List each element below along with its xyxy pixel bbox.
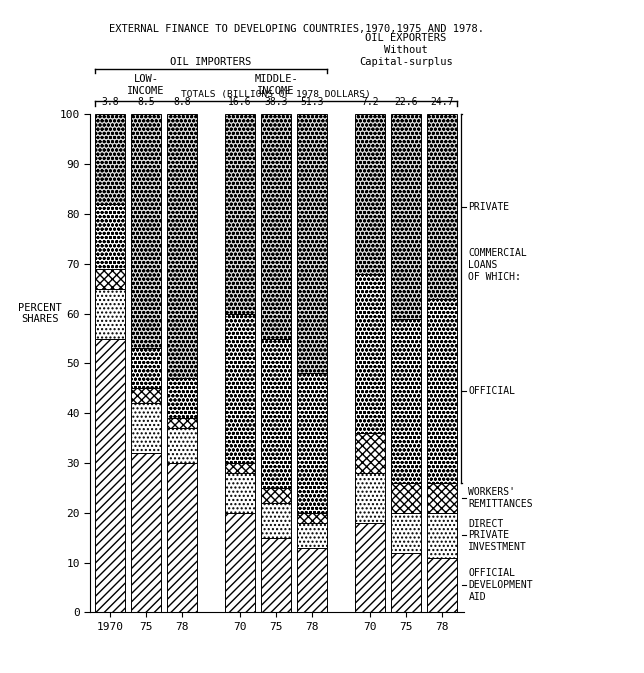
Text: 51.3: 51.3 [300,97,324,107]
Bar [167,378,197,418]
Text: DIRECT
PRIVATE
INVESTMENT: DIRECT PRIVATE INVESTMENT [468,519,527,552]
Text: TOTALS (BILLIONS OF 1978 DOLLARS): TOTALS (BILLIONS OF 1978 DOLLARS) [181,90,371,99]
Bar [427,513,457,558]
Bar [225,473,255,513]
Bar [391,114,421,318]
Bar [131,403,161,453]
Bar [261,503,291,538]
Bar [298,523,327,548]
Text: MIDDLE-
INCOME: MIDDLE- INCOME [254,74,298,96]
Bar [225,314,255,463]
Text: 24.7: 24.7 [430,97,454,107]
Bar [427,558,457,612]
Bar [391,513,421,553]
Bar [298,114,327,374]
Bar [298,374,327,513]
Bar [427,299,457,483]
Text: 8.5: 8.5 [137,97,155,107]
Bar [427,114,457,299]
Bar [298,513,327,523]
Text: WORKERS'
REMITTANCES: WORKERS' REMITTANCES [468,487,533,509]
Text: LOW-
INCOME: LOW- INCOME [128,74,165,96]
Text: OFFICIAL
DEVELOPMENT
AID: OFFICIAL DEVELOPMENT AID [468,569,533,602]
Text: OIL EXPORTERS
Without
Capital-surplus: OIL EXPORTERS Without Capital-surplus [359,34,453,67]
Text: PRIVATE: PRIVATE [468,201,509,211]
Bar [167,428,197,463]
Text: 38.3: 38.3 [264,97,288,107]
Bar [298,548,327,612]
Text: 3.8: 3.8 [101,97,119,107]
Bar [95,204,125,269]
Bar [95,269,125,289]
Bar [261,488,291,503]
Bar [427,483,457,513]
Text: OFFICIAL: OFFICIAL [468,386,515,396]
Text: OIL IMPORTERS: OIL IMPORTERS [171,57,252,67]
Bar [261,114,291,339]
Bar [131,453,161,612]
Bar [167,463,197,612]
Bar [355,114,384,274]
Bar [131,388,161,403]
Bar [167,114,197,378]
Bar [225,463,255,473]
Bar [261,538,291,612]
Bar [167,418,197,428]
Bar [355,473,384,523]
Text: EXTERNAL FINANCE TO DEVELOPING COUNTRIES,1970,1975 AND 1978.: EXTERNAL FINANCE TO DEVELOPING COUNTRIES… [109,24,484,34]
Bar [95,114,125,204]
Text: 22.6: 22.6 [394,97,418,107]
Bar [225,513,255,612]
Bar [225,114,255,314]
Bar [131,114,161,349]
Bar [261,339,291,488]
Bar [391,318,421,483]
Bar [355,523,384,612]
Bar [95,339,125,612]
Bar [355,274,384,433]
Text: 16.6: 16.6 [228,97,252,107]
Bar [95,289,125,339]
Bar [391,483,421,513]
Text: 7.2: 7.2 [361,97,379,107]
Bar [131,349,161,388]
Bar [355,433,384,473]
Bar [391,553,421,612]
Text: 8.8: 8.8 [173,97,191,107]
Text: COMMERCIAL
LOANS
OF WHICH:: COMMERCIAL LOANS OF WHICH: [468,248,527,281]
Text: PERCENT
SHARES: PERCENT SHARES [18,303,62,324]
